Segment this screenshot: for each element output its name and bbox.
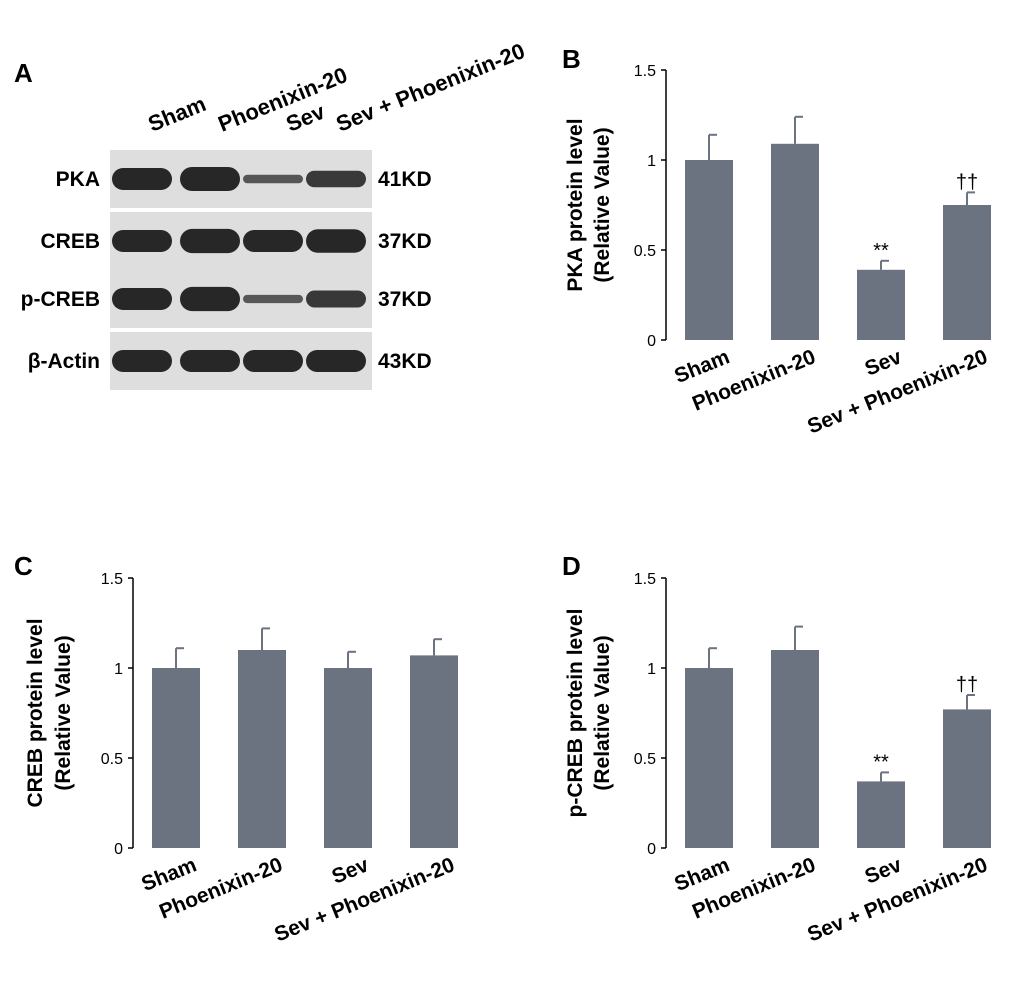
bar-sham xyxy=(152,668,200,848)
molecular-weight-label: 37KD xyxy=(378,230,432,253)
blot-band xyxy=(243,294,303,304)
bar-phoenixin-20 xyxy=(238,650,286,848)
blot-band xyxy=(112,288,172,310)
y-axis-title-line2: (Relative Value) xyxy=(52,635,75,790)
y-tick-label: 0 xyxy=(114,841,123,858)
significance-marker: ** xyxy=(873,240,889,262)
y-tick-label: 0.5 xyxy=(634,751,656,768)
bar-sev-phoenixin-20 xyxy=(410,655,458,848)
blot-band xyxy=(243,174,303,184)
row-label-p-creb: p-CREB xyxy=(21,288,100,311)
y-tick-label: 0.5 xyxy=(634,243,656,260)
x-tick-label-sev: Sev xyxy=(329,853,373,888)
y-tick-label: 1.5 xyxy=(634,571,656,588)
y-axis-title-line2: (Relative Value) xyxy=(591,127,614,282)
blot-band xyxy=(306,229,366,253)
significance-marker: †† xyxy=(956,171,978,193)
row-label-creb: CREB xyxy=(40,230,100,253)
bar-sev xyxy=(324,668,372,848)
x-tick-label-sev: Sev xyxy=(862,853,906,888)
blot-band xyxy=(180,228,240,254)
y-axis-title-line1: PKA protein level xyxy=(564,118,587,291)
blot-band xyxy=(306,290,366,308)
blot-band xyxy=(243,350,303,372)
blot-band xyxy=(180,286,240,312)
panel-letter-a: A xyxy=(14,58,33,88)
x-tick-label-sev: Sev xyxy=(862,345,906,380)
bar-sev xyxy=(857,781,905,848)
y-axis-title-line2: (Relative Value) xyxy=(591,635,614,790)
significance-marker: ** xyxy=(873,751,889,773)
panel-letter: B xyxy=(562,44,581,74)
blot-band xyxy=(243,230,303,252)
molecular-weight-label: 43KD xyxy=(378,350,432,373)
molecular-weight-label: 41KD xyxy=(378,168,432,191)
blot-band xyxy=(112,350,172,372)
y-tick-label: 1 xyxy=(647,661,656,678)
bar-sev-phoenixin-20 xyxy=(943,709,991,848)
blot-band xyxy=(180,350,240,372)
blot-band xyxy=(112,230,172,252)
bar-sev xyxy=(857,269,905,340)
row-label-actin: β-Actin xyxy=(28,350,100,373)
y-tick-label: 1 xyxy=(647,153,656,170)
blot-band xyxy=(306,350,366,372)
bar-phoenixin-20 xyxy=(771,650,819,848)
blot-band xyxy=(180,167,240,191)
y-tick-label: 0.5 xyxy=(101,751,123,768)
row-label-pka: PKA xyxy=(56,168,100,191)
bar-sham xyxy=(685,160,733,340)
lane-label-sham: Sham xyxy=(145,91,210,137)
blot-band xyxy=(112,168,172,190)
y-tick-label: 0 xyxy=(647,333,656,350)
y-axis-title-line1: CREB protein level xyxy=(24,618,47,807)
significance-marker: †† xyxy=(956,674,978,696)
molecular-weight-label: 37KD xyxy=(378,288,432,311)
y-tick-label: 0 xyxy=(647,841,656,858)
y-tick-label: 1.5 xyxy=(101,571,123,588)
bar-sham xyxy=(685,668,733,848)
panel-letter: D xyxy=(562,551,581,581)
bar-phoenixin-20 xyxy=(771,143,819,340)
bar-sev-phoenixin-20 xyxy=(943,205,991,340)
panel-letter: C xyxy=(14,551,33,581)
blot-band xyxy=(306,170,366,188)
lane-label-sev-phoenixin-20: Sev + Phoenixin-20 xyxy=(333,38,529,137)
y-tick-label: 1 xyxy=(114,661,123,678)
lane-label-phoenixin-20: Phoenixin-20 xyxy=(215,62,351,136)
y-tick-label: 1.5 xyxy=(634,63,656,80)
y-axis-title-line1: p-CREB protein level xyxy=(564,609,587,818)
